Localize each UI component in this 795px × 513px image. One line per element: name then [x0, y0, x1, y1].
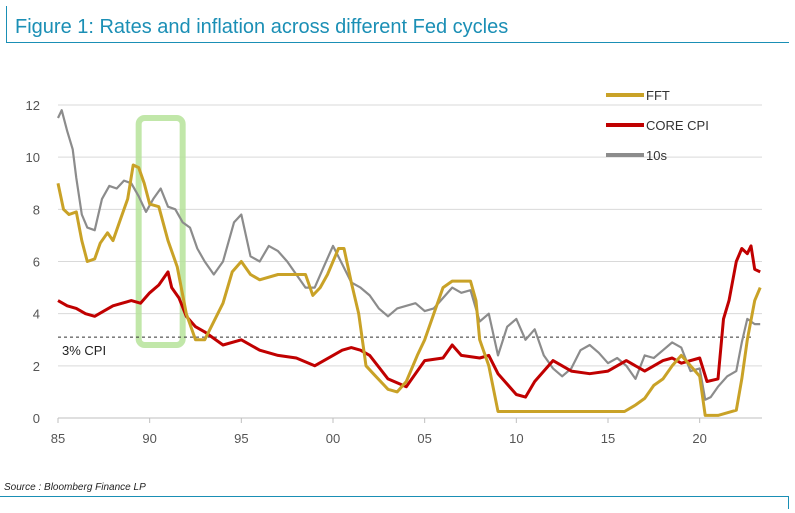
- legend-label: CORE CPI: [646, 118, 709, 133]
- y-tick-label: 8: [33, 202, 40, 217]
- legend-label: 10s: [646, 148, 667, 163]
- x-tick-label: 90: [142, 431, 156, 446]
- x-tick-label: 10: [509, 431, 523, 446]
- x-tick-label: 95: [234, 431, 248, 446]
- footer-frame: [0, 496, 789, 509]
- reference-line-layer: 3% CPI: [58, 336, 752, 358]
- x-tick-label: 05: [417, 431, 431, 446]
- title-frame: Figure 1: Rates and inflation across dif…: [6, 6, 789, 43]
- y-tick-label: 12: [26, 98, 40, 113]
- x-tick-label: 20: [692, 431, 706, 446]
- series-layer: [56, 109, 762, 417]
- source-note: Source : Bloomberg Finance LP: [4, 482, 146, 493]
- x-tick-label: 15: [601, 431, 615, 446]
- legend-label: FFT: [646, 88, 670, 103]
- x-tick-label: 00: [326, 431, 340, 446]
- gridlines: [58, 104, 762, 367]
- series-line-10s: [57, 109, 761, 401]
- reference-line-label: 3% CPI: [62, 343, 106, 358]
- series-line-fft: [56, 163, 762, 417]
- axes: 0 2 4 6 8 10 12 85 90 95 00 05 10 15 20: [26, 98, 762, 446]
- figure-title: Figure 1: Rates and inflation across dif…: [15, 16, 509, 38]
- y-tick-label: 4: [33, 307, 40, 322]
- highlight-box: [135, 115, 186, 348]
- highlight-box-layer: [135, 115, 186, 348]
- legend: FFT CORE CPI 10s: [606, 88, 709, 163]
- x-tick-label: 85: [51, 431, 65, 446]
- y-tick-label: 10: [26, 150, 40, 165]
- series-line-core-cpi: [57, 244, 761, 399]
- y-tick-label: 0: [33, 411, 40, 426]
- y-tick-label: 6: [33, 255, 40, 270]
- y-tick-label: 2: [33, 359, 40, 374]
